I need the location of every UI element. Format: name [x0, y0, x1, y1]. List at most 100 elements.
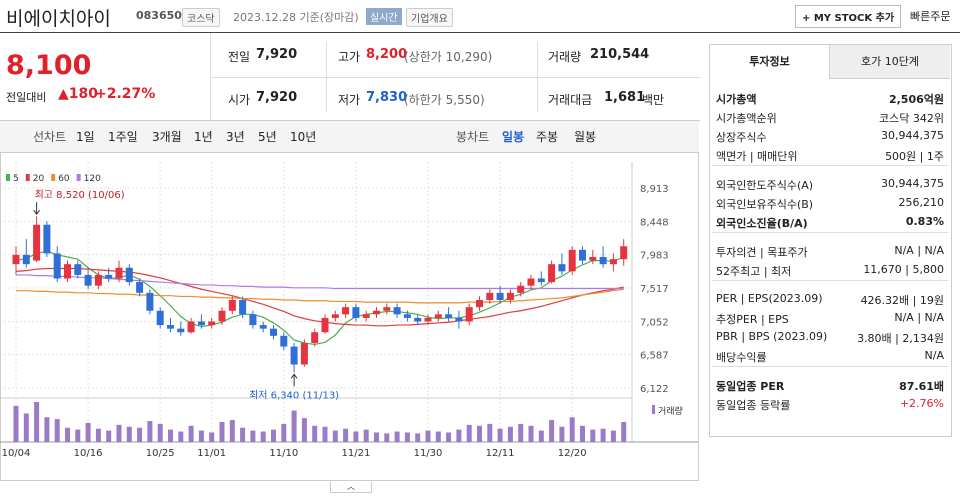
volume-bar — [353, 431, 359, 442]
y-tick-label: 6,122 — [640, 384, 669, 395]
info-row: 52주최고 | 최저 11,670 | 5,800 — [716, 263, 944, 279]
period-button[interactable]: 5년 — [258, 130, 277, 144]
volume-bar — [518, 423, 524, 442]
volume-bar — [332, 430, 338, 442]
volume-bar — [168, 429, 173, 442]
my-stock-button[interactable]: + MY STOCK 추가 — [795, 5, 902, 28]
candle-body — [445, 314, 453, 318]
info-row: 외국인보유주식수(B) 256,210 — [716, 196, 944, 212]
quote-value: 7,920 — [256, 47, 298, 62]
candle-body — [589, 257, 597, 261]
candle-period-button[interactable]: 주봉 — [536, 130, 559, 144]
x-tick-label: 11/21 — [341, 448, 370, 459]
period-button[interactable]: 3개월 — [152, 130, 182, 144]
volume-bar — [219, 422, 225, 442]
quote-label: 전일 — [228, 50, 251, 64]
candle-body — [280, 335, 288, 347]
candle-body — [208, 321, 216, 326]
info-label: PER | EPS(2023.09) — [716, 292, 823, 305]
candle-body — [115, 267, 123, 279]
quote-label: 시가 — [228, 93, 251, 107]
legend-swatch — [76, 174, 81, 181]
volume-bar — [178, 431, 184, 442]
info-label: 외국인한도주식수(A) — [716, 179, 814, 192]
x-tick-label: 10/25 — [146, 448, 175, 459]
info-label: 배당수익률 — [716, 351, 767, 364]
info-tab[interactable]: 투자정보 — [710, 45, 830, 79]
info-value: 2,506억원 — [888, 93, 944, 106]
volume-bar — [435, 431, 441, 442]
volume-bar — [569, 417, 575, 442]
info-label: 추정PER | EPS — [716, 313, 789, 326]
volume-bar — [477, 425, 482, 442]
orderbook-tab[interactable]: 호가 10단계 — [830, 45, 950, 79]
candle-body — [84, 274, 92, 286]
period-button[interactable]: 3년 — [226, 130, 245, 144]
volume-bar — [507, 426, 513, 442]
candle-body — [239, 300, 247, 315]
info-panel — [709, 44, 952, 437]
candle-body — [64, 264, 71, 279]
volume-bar — [394, 431, 400, 442]
candle-body — [249, 314, 257, 326]
x-tick-label: 10/04 — [2, 448, 31, 459]
candle-body — [362, 314, 370, 318]
volume-bar — [559, 426, 565, 442]
company-info-button[interactable]: 기업개요 — [406, 8, 453, 27]
candle-body — [156, 310, 164, 326]
candle-body — [33, 224, 41, 261]
info-row: 동일업종 PER 87.61배 — [716, 378, 944, 394]
collapse-button[interactable]: ︿ — [330, 482, 372, 493]
info-row: 투자의견 | 목표주가 N/A | N/A — [716, 244, 944, 260]
volume-legend: 거래량 — [658, 405, 683, 417]
divider — [210, 77, 700, 78]
period-button[interactable]: 1주일 — [108, 130, 138, 144]
info-label: 시가총액 — [716, 93, 757, 106]
candle-body — [383, 307, 391, 311]
volume-bar — [85, 422, 91, 442]
info-value: 30,944,375 — [881, 177, 944, 190]
candle-body — [331, 314, 339, 318]
candle-body — [579, 249, 586, 261]
candle-body — [187, 321, 195, 333]
candle-body — [537, 278, 545, 283]
info-divider — [712, 280, 948, 281]
candle-body — [373, 310, 380, 315]
volume-bar — [240, 427, 246, 442]
candle-body — [125, 267, 133, 283]
candle-body — [146, 292, 154, 311]
candle-body — [228, 300, 236, 311]
info-value: 코스닥 342위 — [879, 112, 944, 125]
volume-bar — [157, 423, 163, 442]
info-label: 액면가 | 매매단위 — [716, 150, 798, 163]
info-value: 3.80배 | 2,134원 — [857, 332, 944, 345]
candle-chart-label: 봉차트 — [456, 130, 490, 144]
legend-swatch — [25, 174, 30, 181]
info-value: 256,210 — [898, 196, 945, 209]
stock-code: 083650 — [136, 9, 182, 22]
candle-period-button[interactable]: 일봉 — [502, 130, 525, 144]
quick-order-button[interactable]: 빠른주문 — [910, 10, 951, 23]
volume-bar — [198, 430, 204, 442]
quote-value: 7,830 — [366, 90, 408, 105]
period-button[interactable]: 1년 — [194, 130, 213, 144]
info-row: 동일업종 등락률 +2.76% — [716, 397, 944, 413]
volume-bar — [446, 432, 452, 442]
volume-bar — [116, 424, 122, 442]
period-button[interactable]: 1일 — [76, 130, 95, 144]
volume-bar — [34, 402, 40, 442]
period-button[interactable]: 10년 — [290, 130, 317, 144]
volume-bar — [590, 429, 596, 442]
candle-body — [414, 317, 422, 322]
realtime-badge[interactable]: 실시간 — [366, 8, 402, 25]
info-row: 액면가 | 매매단위 500원 | 1주 — [716, 148, 944, 164]
candle-body — [609, 259, 617, 265]
candle-body — [167, 325, 174, 329]
x-tick-label: 12/11 — [486, 448, 515, 459]
annotation: 최고 8,520 (10/06) — [35, 189, 125, 201]
candle-period-button[interactable]: 월봉 — [574, 130, 597, 144]
divider — [0, 120, 700, 121]
candle-body — [568, 249, 576, 272]
candle-body — [22, 254, 30, 265]
info-label: 상장주식수 — [716, 131, 767, 144]
